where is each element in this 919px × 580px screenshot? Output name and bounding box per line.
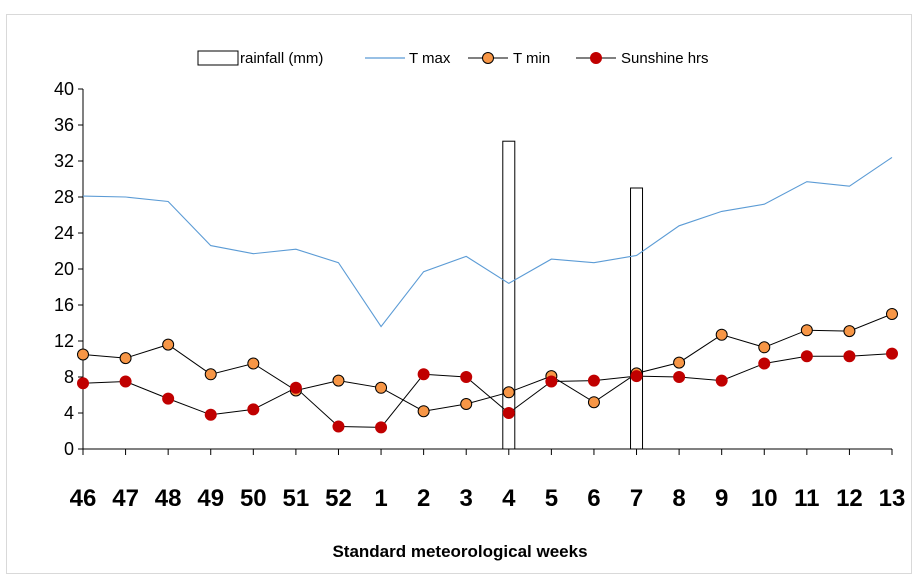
x-tick-label: 51: [283, 485, 310, 512]
sunshine-point: [673, 371, 686, 383]
tmin-point: [119, 352, 132, 365]
tmin-point: [204, 368, 217, 381]
x-tick-label: 7: [630, 485, 643, 512]
tmin-point: [800, 324, 813, 337]
tmin-point: [417, 405, 430, 418]
sunshine-point: [162, 392, 175, 405]
tmin-point: [162, 338, 175, 351]
sunshine-point: [758, 357, 771, 370]
x-tick-label: 8: [672, 485, 685, 512]
tmin-point: [758, 341, 771, 354]
tmin-point: [587, 396, 600, 409]
sunshine-point: [587, 374, 600, 387]
tmin-point: [886, 308, 898, 320]
legend-rainfall-swatch: [197, 50, 239, 66]
tmin-point: [673, 356, 686, 369]
x-tick-label: 50: [240, 485, 267, 512]
x-tick-label: 5: [545, 485, 558, 512]
legend-sunshine-label: Sunshine hrs: [621, 50, 709, 67]
tmin-point: [332, 374, 345, 387]
x-tick-label: 13: [879, 485, 906, 512]
y-tick-label: 36: [54, 115, 74, 135]
tmin-point: [843, 325, 856, 338]
series-markers: [77, 308, 898, 434]
sunshine-point: [289, 381, 302, 394]
sunshine-point: [630, 370, 643, 383]
chart-frame: [6, 14, 912, 574]
x-tick-label: 9: [715, 485, 728, 512]
sunshine-point: [545, 375, 558, 388]
x-tick-label: 46: [70, 485, 97, 512]
tmin-point: [247, 357, 260, 370]
sunshine-point: [715, 374, 728, 387]
legend-tmin-marker: [482, 52, 494, 64]
tmin-line: [82, 313, 893, 412]
tmin-point: [460, 398, 473, 410]
y-tick-label: 4: [64, 403, 74, 423]
sunshine-point: [332, 420, 345, 433]
y-tick-label: 20: [54, 259, 74, 279]
sunshine-point: [460, 371, 473, 383]
y-tick-label: 40: [54, 79, 74, 99]
x-tick-label: 6: [587, 485, 600, 512]
x-tick-label: 12: [836, 485, 863, 512]
x-axis: 46 47 48 49 50 51 52 1 2 3 4 5 6 7 8 9 10 11 12 13: [70, 448, 906, 512]
x-tick-label: 3: [460, 485, 473, 512]
rainfall-bar: [630, 187, 644, 450]
sunshine-point: [800, 350, 813, 363]
x-tick-label: 4: [502, 485, 516, 512]
x-tick-label: 10: [751, 485, 778, 512]
y-tick-label: 32: [54, 151, 74, 171]
legend-tmax-label: T max: [409, 50, 451, 67]
tmin-point: [502, 386, 515, 399]
sunshine-point: [843, 350, 856, 363]
sunshine-line: [82, 353, 893, 428]
x-tick-label: 11: [794, 485, 819, 512]
x-axis-title: Standard meteorological weeks: [332, 542, 587, 561]
sunshine-point: [886, 347, 898, 360]
y-tick-label: 8: [64, 367, 74, 387]
x-tick-label: 2: [417, 485, 430, 512]
x-tick-label: 1: [374, 485, 387, 512]
legend-rainfall-label: rainfall (mm): [240, 50, 323, 67]
tmax-line: [82, 156, 893, 328]
y-axis: 0 4 8 12 16 20 24 28 32 36 40: [54, 79, 84, 459]
y-tick-label: 16: [54, 295, 74, 315]
sunshine-point: [77, 377, 89, 390]
sunshine-point: [247, 403, 260, 416]
tmin-point: [375, 381, 388, 394]
sunshine-point: [119, 375, 132, 388]
x-tick-label: 49: [197, 485, 224, 512]
sunshine-point: [375, 421, 388, 434]
series-lines: [82, 156, 893, 428]
legend-sunshine-marker: [590, 52, 602, 64]
x-tick-label: 48: [155, 485, 182, 512]
tmin-point: [77, 348, 89, 361]
rainfall-bar: [502, 140, 516, 450]
rainfall-bars: [502, 140, 644, 450]
tmin-point: [715, 328, 728, 341]
y-tick-label: 24: [54, 223, 74, 243]
sunshine-point: [502, 407, 515, 419]
y-tick-label: 0: [64, 439, 74, 459]
x-tick-label: 52: [325, 485, 352, 512]
legend-tmin-label: T min: [513, 50, 550, 67]
x-tick-label: 47: [112, 485, 139, 512]
sunshine-point: [204, 408, 217, 421]
y-tick-label: 28: [54, 187, 74, 207]
sunshine-point: [417, 368, 430, 381]
y-tick-label: 12: [54, 331, 74, 351]
legend: rainfall (mm) T max T min Sunshine hrs: [197, 50, 709, 67]
